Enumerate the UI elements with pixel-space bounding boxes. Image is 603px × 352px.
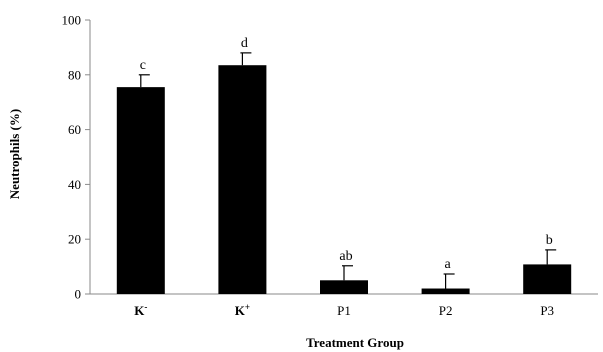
significance-label: a	[444, 257, 451, 272]
y-axis-title: Neutrophils (%)	[7, 109, 22, 199]
bars	[116, 52, 572, 295]
bar	[523, 264, 572, 294]
labels: c K-d K+ ab P1 a P2 b P3	[134, 36, 554, 318]
y-tick-label: 100	[62, 13, 82, 28]
bar	[218, 65, 267, 295]
x-axis-title: Treatment Group	[306, 335, 404, 350]
x-tick-label: K+	[235, 302, 250, 318]
y-tick-label: 0	[75, 287, 82, 302]
y-tick-label: 80	[68, 67, 81, 82]
x-tick-label: P2	[439, 303, 453, 318]
x-tick-label: K-	[134, 302, 147, 318]
axes: 0 20 40 60 80 100	[62, 13, 598, 302]
y-tick-label: 40	[68, 177, 81, 192]
significance-label: c	[140, 58, 146, 73]
bar	[116, 87, 165, 294]
bar	[421, 288, 470, 294]
significance-label: d	[241, 36, 248, 51]
y-tick-label: 20	[68, 232, 81, 247]
y-tick-label: 60	[68, 122, 81, 137]
x-tick-label: P3	[540, 303, 554, 318]
significance-label: b	[546, 233, 553, 248]
significance-label: ab	[339, 249, 352, 264]
x-tick-label: P1	[337, 303, 351, 318]
bar	[320, 280, 368, 294]
